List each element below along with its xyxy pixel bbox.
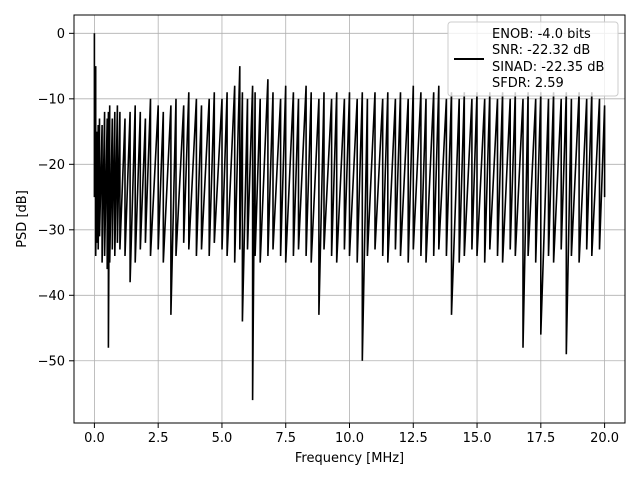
y-axis-label: PSD [dB] — [15, 190, 30, 248]
x-tick-label: 7.5 — [275, 431, 296, 446]
legend-box — [447, 21, 619, 97]
x-tick-label: 12.5 — [399, 431, 428, 446]
legend: ENOB: -4.0 bits SNR: -22.32 dB SINAD: -2… — [447, 21, 619, 97]
x-tick-label: 10.0 — [335, 431, 364, 446]
x-tick-label: 15.0 — [463, 431, 492, 446]
y-tick-label: −10 — [38, 92, 65, 107]
x-axis-label: Frequency [MHz] — [295, 451, 404, 466]
legend-snr: SNR: -22.32 dB — [492, 43, 590, 58]
x-tick-label: 17.5 — [526, 431, 555, 446]
legend-sinad: SINAD: -22.35 dB — [492, 60, 604, 75]
x-tick-label: 5.0 — [212, 431, 233, 446]
psd-series — [93, 33, 606, 401]
y-axis-ticks: 0 −10 −20 −30 −40 −50 — [38, 27, 74, 369]
y-tick-label: −30 — [38, 223, 65, 238]
y-tick-label: −50 — [38, 354, 65, 369]
x-tick-label: 2.5 — [148, 431, 169, 446]
x-tick-label: 0.0 — [84, 431, 105, 446]
y-tick-label: −20 — [38, 158, 65, 173]
x-axis-ticks: 0.0 2.5 5.0 7.5 10.0 12.5 15.0 17.5 20.0 — [84, 423, 619, 446]
y-tick-label: 0 — [57, 27, 65, 42]
legend-enob: ENOB: -4.0 bits — [492, 27, 591, 42]
legend-sfdr: SFDR: 2.59 — [492, 76, 564, 91]
psd-line — [93, 33, 606, 401]
x-tick-label: 20.0 — [590, 431, 619, 446]
y-tick-label: −40 — [38, 289, 65, 304]
